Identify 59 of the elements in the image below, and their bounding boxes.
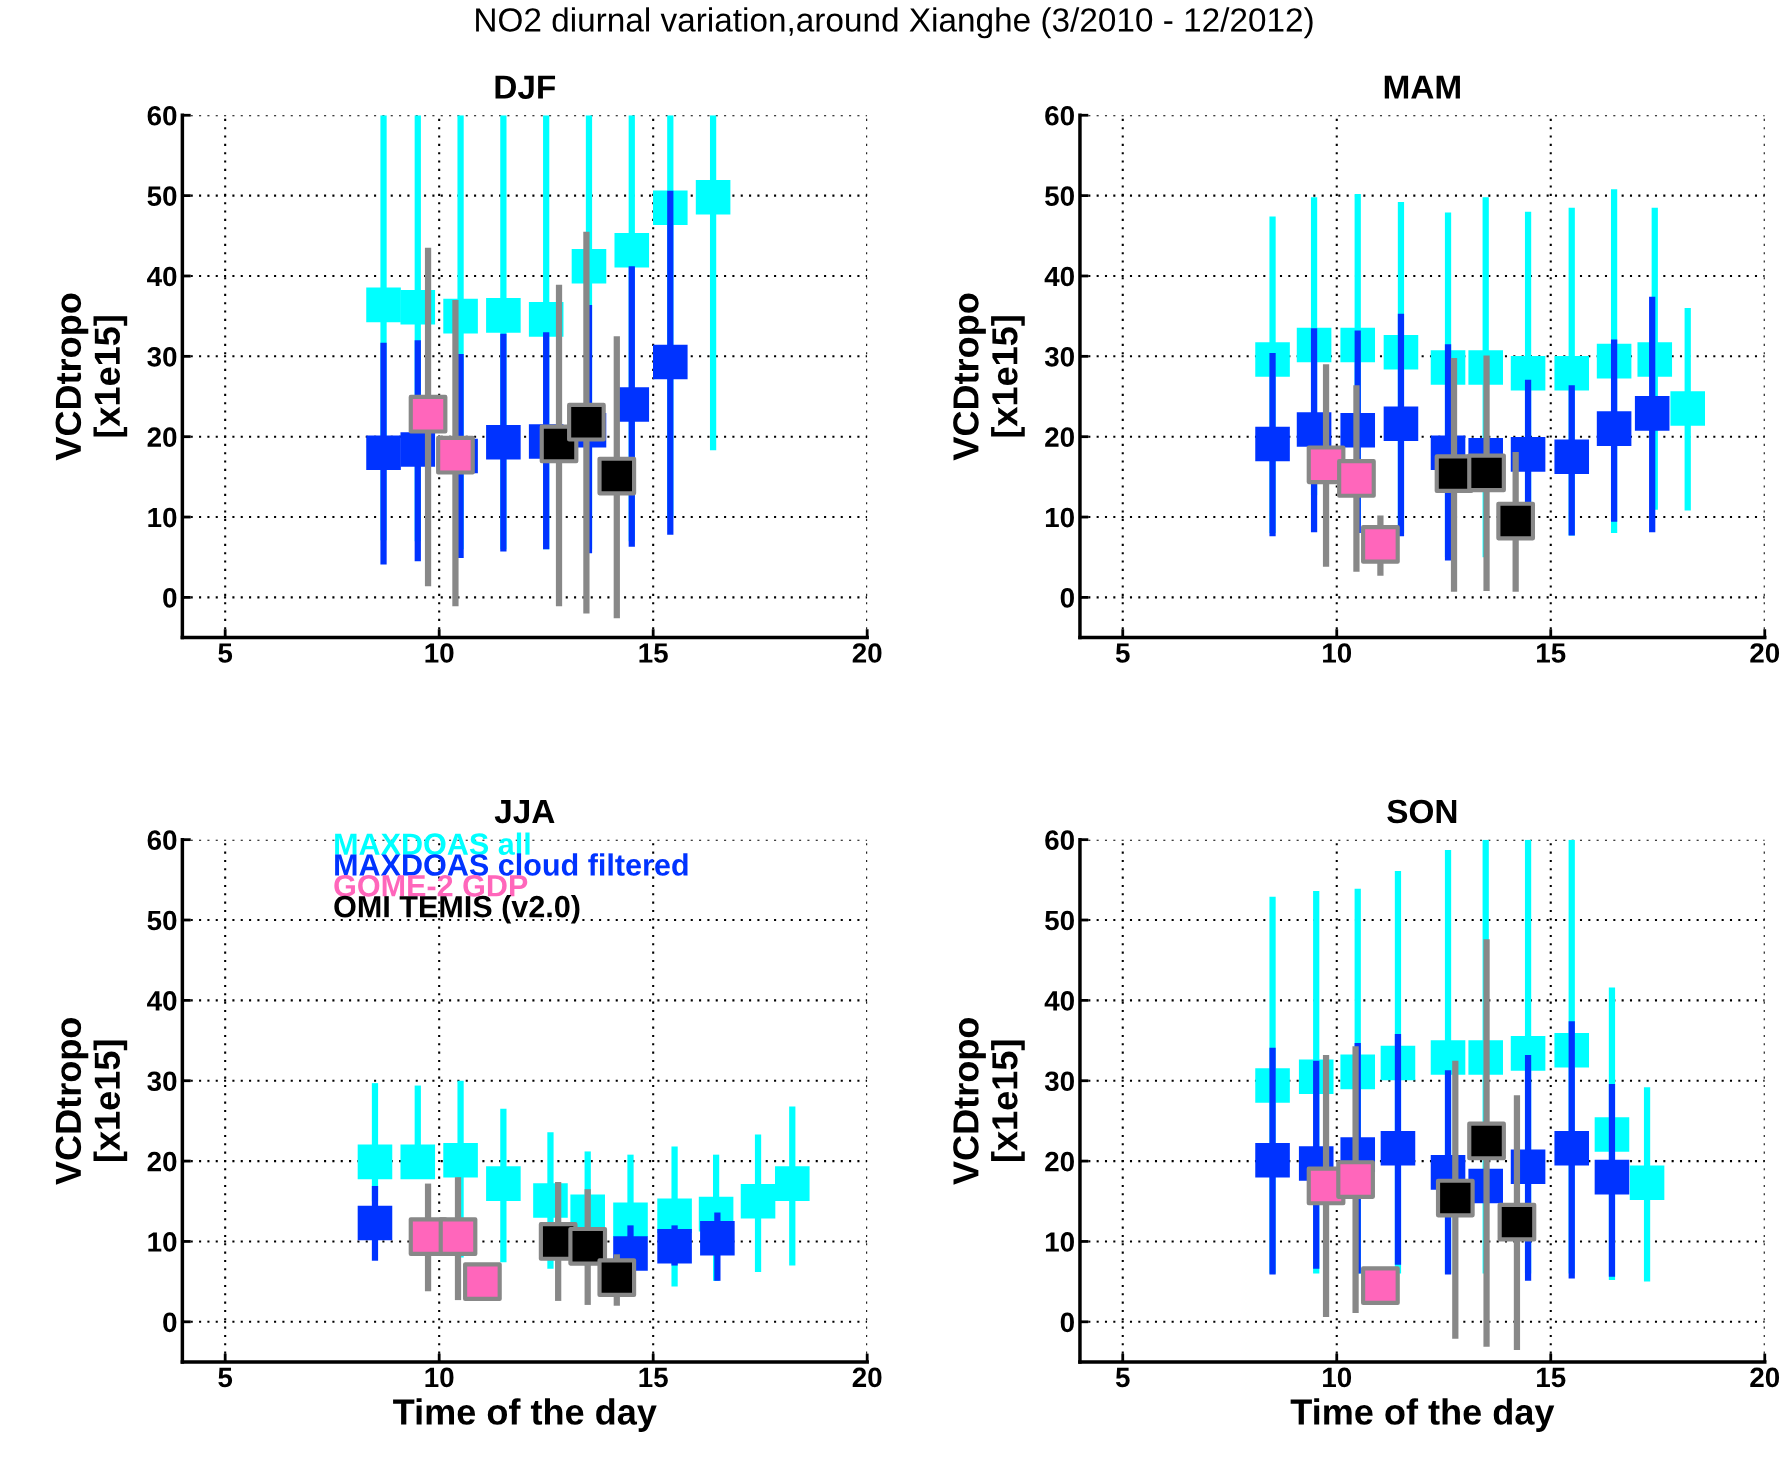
chart-title: MAM — [1384, 75, 1460, 99]
y-tick-label: 50 — [147, 186, 177, 206]
x-tick-label: 15 — [1537, 643, 1566, 663]
y-tick-label: 40 — [147, 991, 177, 1011]
text: MAXDOAS cloud filtered — [335, 853, 688, 876]
y-tick-label: 10 — [1045, 1232, 1074, 1252]
y-tick-label: 30 — [147, 347, 177, 367]
text: OMI TEMIS (v2.0) — [334, 895, 580, 924]
x-tick-label: 20 — [852, 643, 882, 663]
chart-title: JJA — [494, 800, 555, 824]
y-tick-label: 10 — [148, 507, 177, 528]
y-tick-label: 60 — [1045, 830, 1074, 850]
y-tick-label: 60 — [147, 105, 177, 126]
y-tick-label: 20 — [1045, 427, 1074, 448]
y-tick-label: 50 — [1045, 910, 1074, 931]
x-tick-label: 20 — [1750, 1367, 1780, 1388]
y-tick-label: 0 — [163, 588, 177, 608]
x-tick-label: 5 — [218, 643, 233, 663]
x-tick-label: 15 — [1537, 1367, 1566, 1388]
x-tick-label: 5 — [218, 1367, 233, 1388]
text: NO2 diurnal variation,around Xianghe (3/2010 - 12/2012) — [476, 7, 1313, 39]
x-axis-title: Time of the day — [1290, 1398, 1555, 1432]
y-tick-label: 30 — [147, 1071, 177, 1092]
x-tick-label: 5 — [1115, 1367, 1130, 1388]
y-tick-label: 40 — [1044, 991, 1074, 1011]
y-tick-label: 30 — [1044, 347, 1074, 367]
y-tick-label: 10 — [1045, 507, 1074, 528]
y-tick-label: 0 — [163, 1312, 177, 1333]
x-tick-label: 20 — [852, 1367, 882, 1388]
x-axis-title: Time of the day — [393, 1398, 657, 1432]
x-tick-label: 5 — [1115, 643, 1130, 663]
y-tick-label: 30 — [1044, 1071, 1074, 1092]
y-tick-label: 40 — [147, 266, 177, 287]
x-tick-label: 10 — [425, 643, 454, 663]
x-tick-label: 10 — [425, 1367, 454, 1388]
x-tick-label: 15 — [639, 643, 668, 663]
y-tick-label: 60 — [1045, 105, 1074, 126]
y-tick-label: 0 — [1060, 588, 1074, 608]
y-tick-label: 0 — [1060, 1312, 1074, 1333]
y-tick-label: 40 — [1044, 266, 1074, 287]
text: MAXDOAS all — [335, 832, 530, 855]
y-tick-label: 20 — [1045, 1151, 1074, 1172]
chart-title: DJF — [495, 75, 556, 99]
y-tick-label: 10 — [148, 1232, 177, 1252]
y-axis-title: VCDtropo [x1e15] — [953, 293, 1025, 461]
y-tick-label: 50 — [147, 910, 177, 931]
y-axis-title: VCDtropo [x1e15] — [953, 1017, 1025, 1185]
y-axis-title: VCDtropo [x1e15] — [55, 293, 128, 461]
x-tick-label: 20 — [1750, 643, 1780, 663]
x-tick-label: 10 — [1323, 643, 1352, 663]
y-tick-label: 20 — [147, 427, 177, 448]
y-tick-label: 50 — [1045, 186, 1074, 206]
y-tick-label: 60 — [147, 830, 177, 850]
text: GOME-2 GDP — [334, 875, 528, 897]
chart-title: SON — [1387, 799, 1457, 824]
y-tick-label: 20 — [147, 1151, 177, 1172]
x-tick-label: 10 — [1323, 1367, 1352, 1388]
x-tick-label: 15 — [639, 1367, 668, 1388]
y-axis-title: VCDtropo [x1e15] — [55, 1017, 128, 1185]
